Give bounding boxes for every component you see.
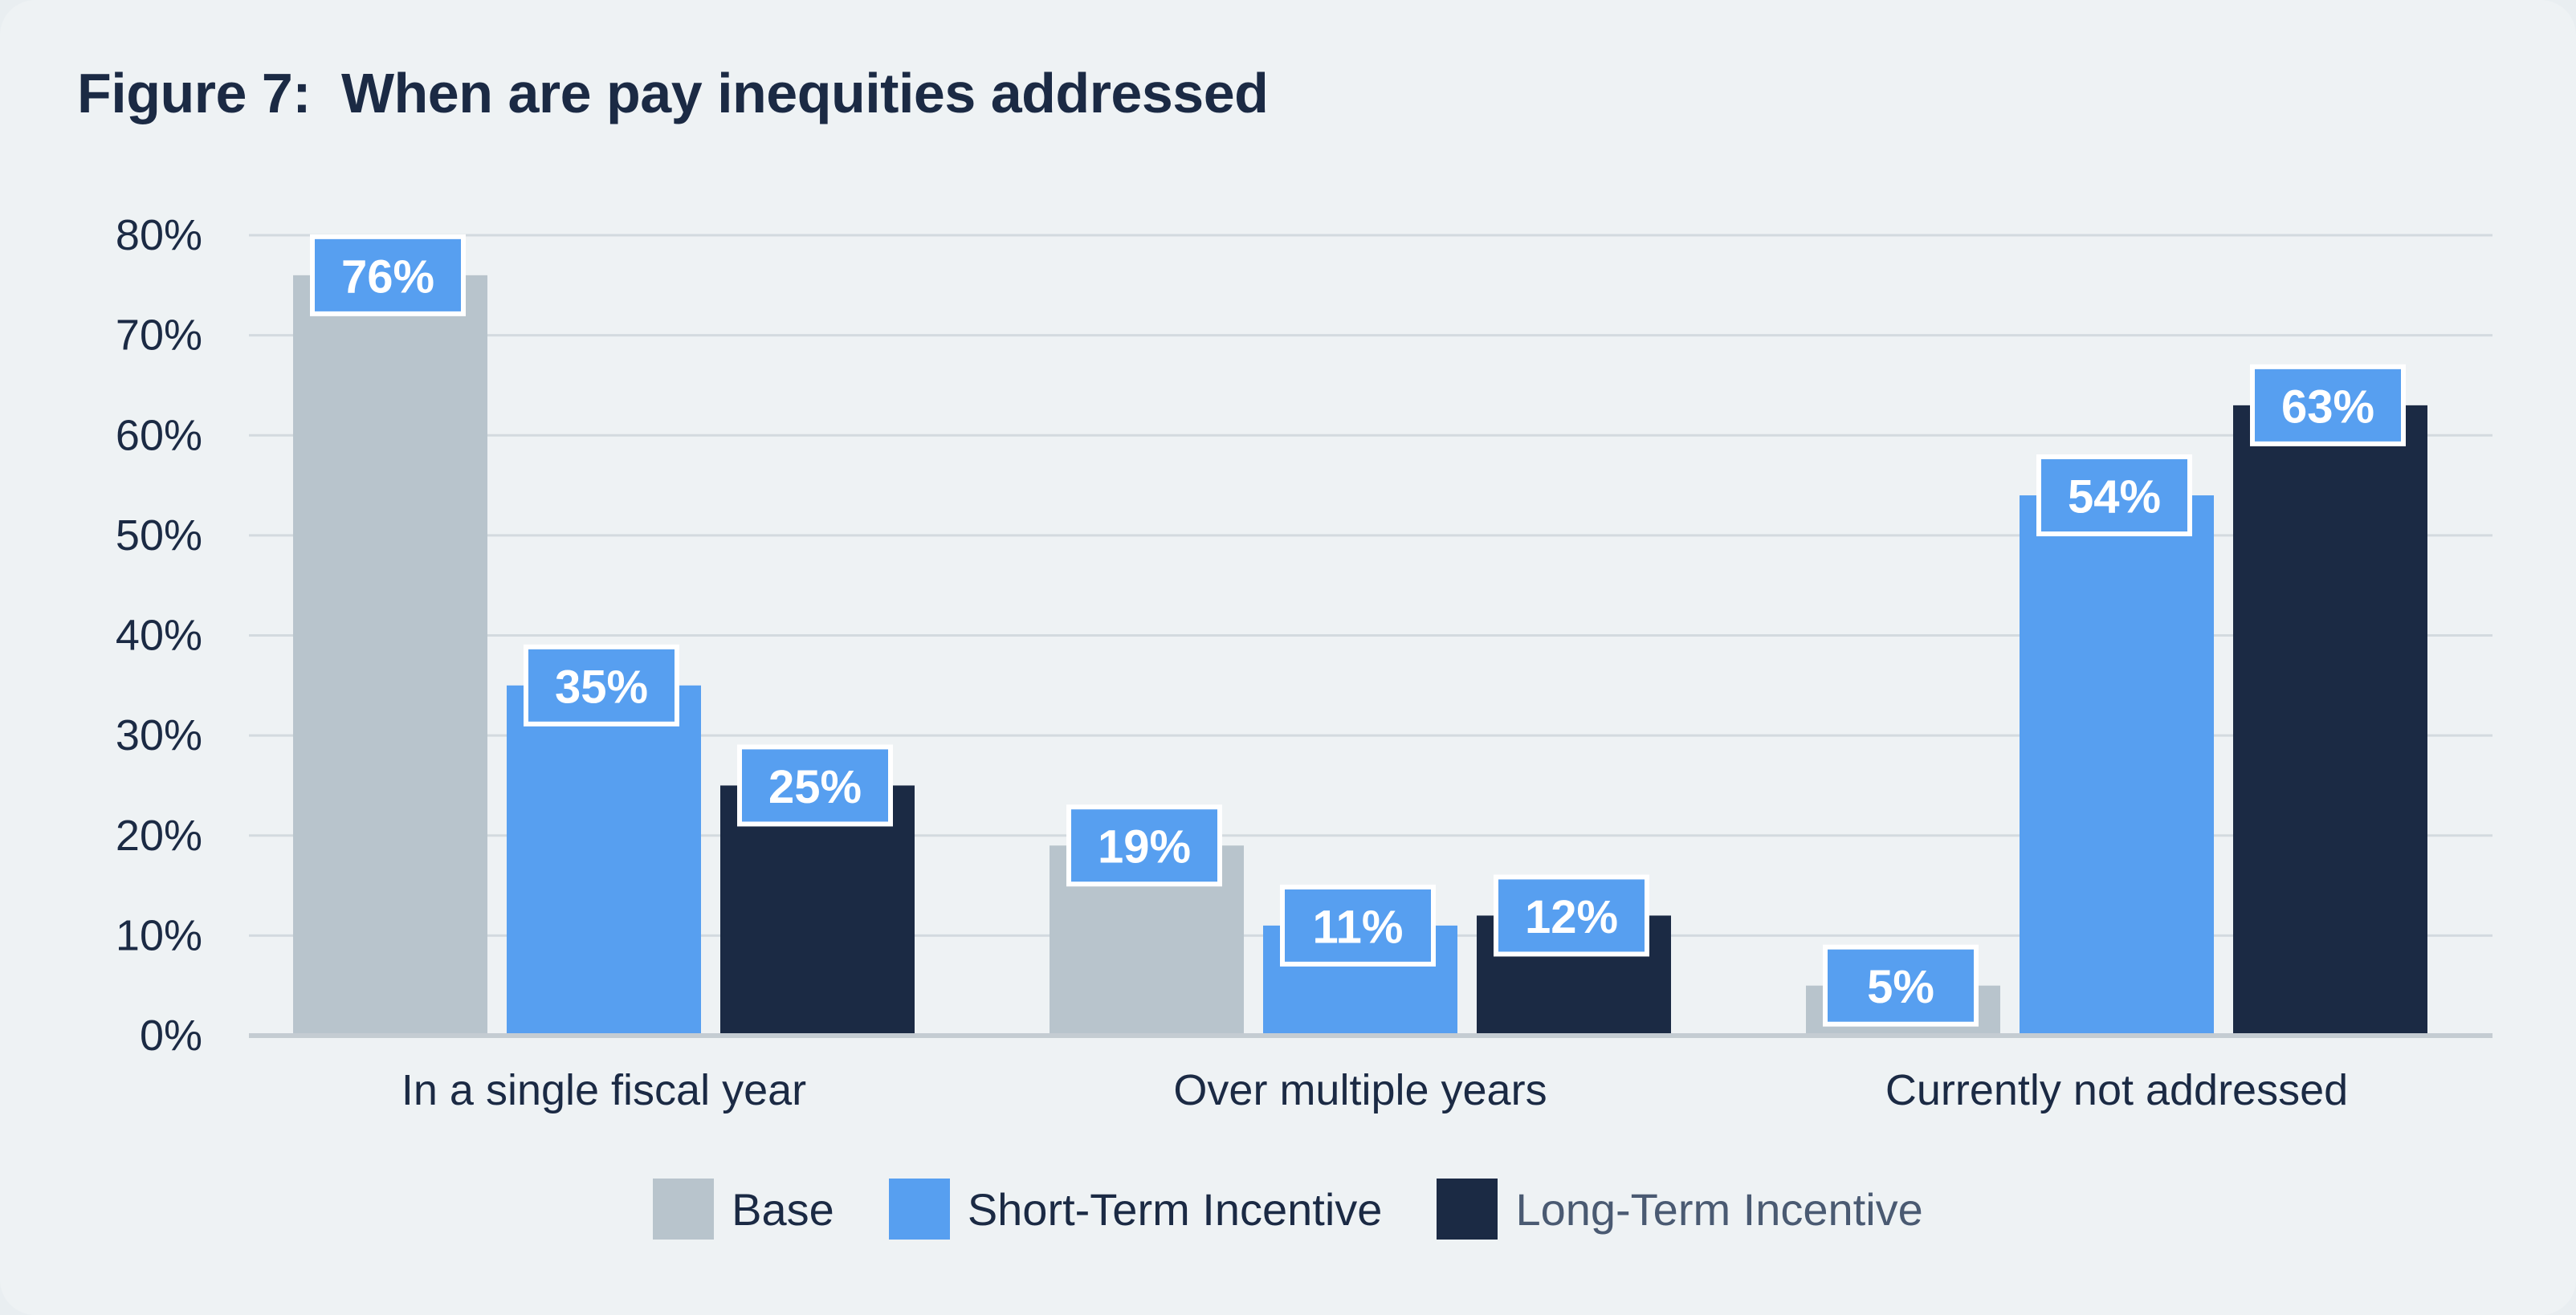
legend-swatch (888, 1179, 950, 1240)
data-label: 19% (1098, 821, 1191, 873)
legend-item: Base (653, 1179, 834, 1240)
legend-label: Long-Term Incentive (1515, 1183, 1923, 1235)
data-label-box (310, 234, 466, 316)
data-label-box (1823, 944, 1979, 1027)
data-label-box (2250, 364, 2406, 446)
data-label: 5% (1867, 961, 1934, 1013)
y-tick-label: 70% (116, 311, 202, 360)
bar (720, 785, 915, 1036)
data-label-box (1494, 874, 1649, 957)
data-label-box (1280, 884, 1436, 967)
data-label: 35% (555, 661, 648, 713)
y-tick-label: 50% (116, 511, 202, 560)
data-label-box (524, 644, 679, 727)
y-tick-label: 0% (140, 1012, 202, 1060)
legend-label: Base (732, 1183, 834, 1235)
data-label: 25% (768, 761, 862, 813)
legend-label: Short-Term Incentive (967, 1183, 1383, 1235)
y-tick-label: 80% (116, 211, 202, 259)
y-tick-label: 60% (116, 411, 202, 459)
y-tick-label: 40% (116, 612, 202, 660)
data-label: 63% (2281, 381, 2374, 433)
chart-title: Figure 7: When are pay inequities addres… (77, 62, 1269, 124)
legend-swatch (653, 1179, 715, 1240)
y-tick-label: 10% (116, 911, 202, 959)
data-label-box (2036, 454, 2192, 537)
data-label: 76% (341, 250, 434, 303)
bar (293, 275, 487, 1036)
data-label: 12% (1525, 891, 1618, 943)
x-tick-label: Currently not addressed (1885, 1066, 2348, 1114)
data-label: 11% (1313, 901, 1404, 953)
data-label-box (737, 744, 893, 827)
bar (507, 685, 701, 1036)
legend-item: Long-Term Incentive (1437, 1179, 1923, 1240)
x-tick-label: Over multiple years (1173, 1066, 1547, 1114)
x-tick-label: In a single fiscal year (401, 1066, 806, 1114)
bar (2233, 405, 2427, 1036)
bar (2020, 495, 2214, 1036)
y-tick-label: 20% (116, 812, 202, 860)
data-label: 54% (2068, 471, 2161, 523)
chart-legend: Base Short-Term Incentive Long-Term Incent… (0, 1177, 2576, 1241)
legend-item: Short-Term Incentive (888, 1179, 1383, 1240)
legend-swatch (1437, 1179, 1498, 1240)
y-tick-label: 30% (116, 711, 202, 759)
data-label-box (1066, 804, 1222, 887)
